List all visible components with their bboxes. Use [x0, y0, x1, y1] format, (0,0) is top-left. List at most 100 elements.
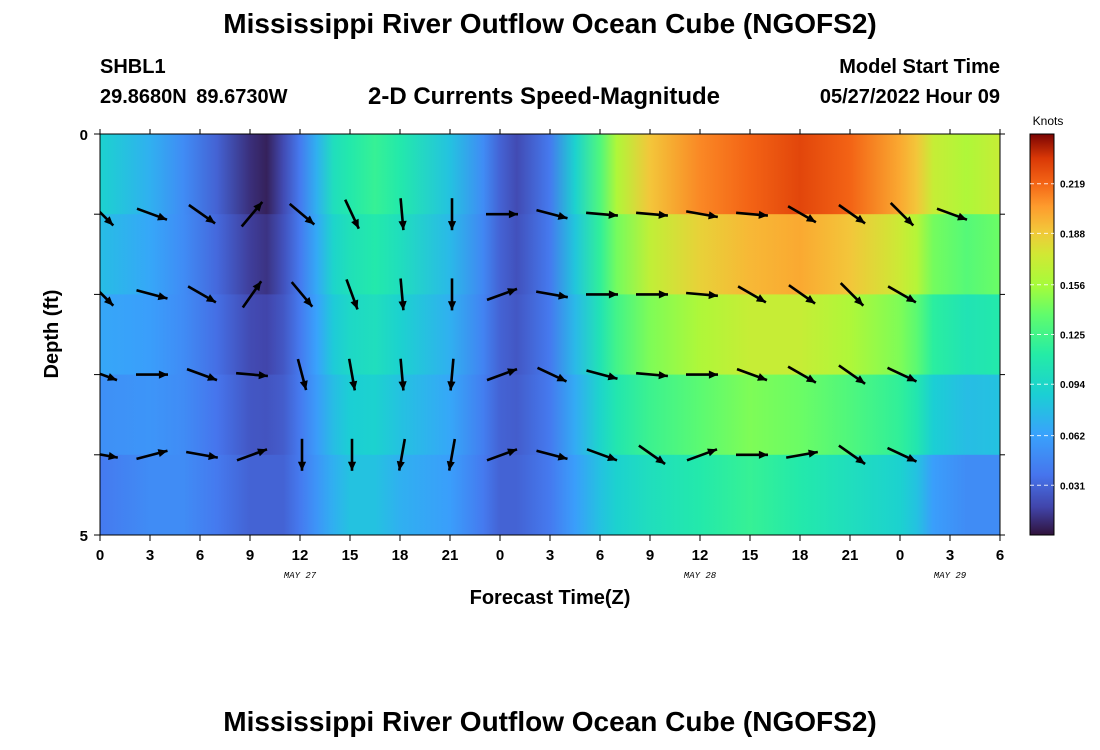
y-axis: 05 — [80, 127, 1005, 545]
x-axis-label: Forecast Time(Z) — [470, 587, 631, 609]
date-label: MAY 29 — [934, 571, 967, 581]
y-tick-label: 5 — [80, 528, 88, 545]
current-vector — [136, 289, 168, 301]
colorbar: Knots 0.031 0.062 0.094 0.125 0.156 0.188 0.21… — [1029, 114, 1085, 536]
current-vector — [887, 285, 917, 304]
current-vector — [586, 369, 618, 381]
current-vector — [838, 364, 866, 385]
current-vector — [100, 372, 118, 382]
current-vector — [236, 448, 268, 462]
current-vector — [186, 367, 218, 382]
date-label: MAY 28 — [684, 571, 717, 581]
x-tick-label: 15 — [742, 547, 759, 564]
current-vector — [398, 358, 407, 391]
x-tick-label: 18 — [792, 547, 809, 564]
x-tick-label: 3 — [946, 547, 954, 564]
current-vector — [100, 452, 119, 460]
current-vector — [446, 438, 457, 471]
current-vector — [736, 450, 768, 459]
current-vector — [486, 287, 518, 302]
current-vector — [297, 438, 307, 471]
current-vector — [586, 448, 618, 462]
y-axis-label: Depth (ft) — [41, 290, 63, 379]
current-vector — [886, 366, 918, 383]
current-vector — [889, 201, 915, 227]
depth-layer-1 — [100, 134, 1000, 215]
current-vector — [345, 278, 359, 310]
current-vector — [536, 449, 568, 461]
current-vector — [486, 210, 518, 219]
current-vector — [347, 438, 357, 471]
colorbar-tick-label: 0.188 — [1060, 229, 1085, 240]
current-vector — [185, 450, 219, 460]
current-vector — [290, 281, 314, 308]
x-tick-label: 9 — [246, 547, 254, 564]
current-vector — [447, 358, 456, 391]
current-vector — [886, 446, 918, 463]
current-vector — [100, 210, 115, 227]
current-vector — [136, 370, 168, 379]
current-vector — [136, 207, 168, 221]
depth-layer-5 — [100, 454, 1000, 535]
colorbar-tick-label: 0.219 — [1060, 180, 1085, 191]
x-tick-label: 0 — [96, 547, 104, 564]
x-tick-label: 15 — [342, 547, 359, 564]
current-vector — [447, 278, 457, 311]
colorbar-tick-label: 0.156 — [1060, 281, 1085, 292]
x-tick-label: 3 — [546, 547, 554, 564]
current-vector — [347, 358, 358, 391]
colorbar-tick-label: 0.031 — [1060, 481, 1085, 492]
station-id: SHBL1 — [100, 56, 166, 78]
x-tick-label: 0 — [896, 547, 904, 564]
x-tick-label: 12 — [692, 547, 709, 564]
current-vector — [398, 278, 407, 311]
current-vector — [788, 284, 816, 305]
current-vector — [100, 290, 115, 307]
current-vector — [136, 449, 168, 461]
station-coordinates: 29.8680N 89.6730W — [100, 86, 288, 108]
current-vector — [535, 290, 569, 300]
current-vector — [296, 358, 308, 391]
colorbar-tick-label: 0.094 — [1060, 380, 1085, 391]
current-vector — [398, 198, 407, 231]
x-tick-label: 6 — [196, 547, 204, 564]
current-vector — [638, 444, 666, 466]
model-start-value: 05/27/2022 Hour 09 — [819, 86, 1000, 108]
colorbar-tick-label: 0.125 — [1060, 331, 1085, 342]
speed-heatmap — [100, 134, 1000, 535]
current-vector — [240, 201, 264, 228]
x-tick-label: 21 — [442, 547, 459, 564]
x-tick-label: 6 — [596, 547, 604, 564]
current-vector — [536, 208, 568, 220]
current-vector — [839, 282, 865, 307]
depth-layer-2 — [100, 214, 1000, 295]
current-vector — [288, 202, 316, 226]
footer-title: Mississippi River Outflow Ocean Cube (NG… — [223, 706, 877, 737]
current-vector — [486, 367, 518, 382]
current-vector — [787, 365, 817, 384]
current-vector — [187, 285, 217, 304]
x-tick-label: 18 — [392, 547, 409, 564]
x-tick-label: 6 — [996, 547, 1004, 564]
current-vector — [736, 367, 768, 382]
current-vector — [396, 438, 407, 471]
current-vector — [787, 205, 817, 224]
current-vector — [188, 203, 216, 225]
colorbar-tick-label: 0.062 — [1060, 432, 1085, 443]
x-tick-label: 9 — [646, 547, 654, 564]
current-vector — [447, 198, 457, 231]
current-vector — [686, 448, 718, 462]
current-vector — [685, 210, 719, 220]
current-vector — [737, 285, 767, 304]
current-vector — [635, 371, 669, 380]
current-vector — [785, 449, 819, 459]
x-tick-label: 3 — [146, 547, 154, 564]
current-vector — [586, 290, 618, 299]
chart-subtitle: 2-D Currents Speed-Magnitude — [368, 83, 721, 110]
x-tick-label: 21 — [842, 547, 859, 564]
current-vector — [486, 448, 518, 462]
x-tick-label: 12 — [292, 547, 309, 564]
current-vector — [636, 290, 668, 299]
current-vectors — [100, 198, 968, 471]
current-vector — [344, 199, 360, 230]
